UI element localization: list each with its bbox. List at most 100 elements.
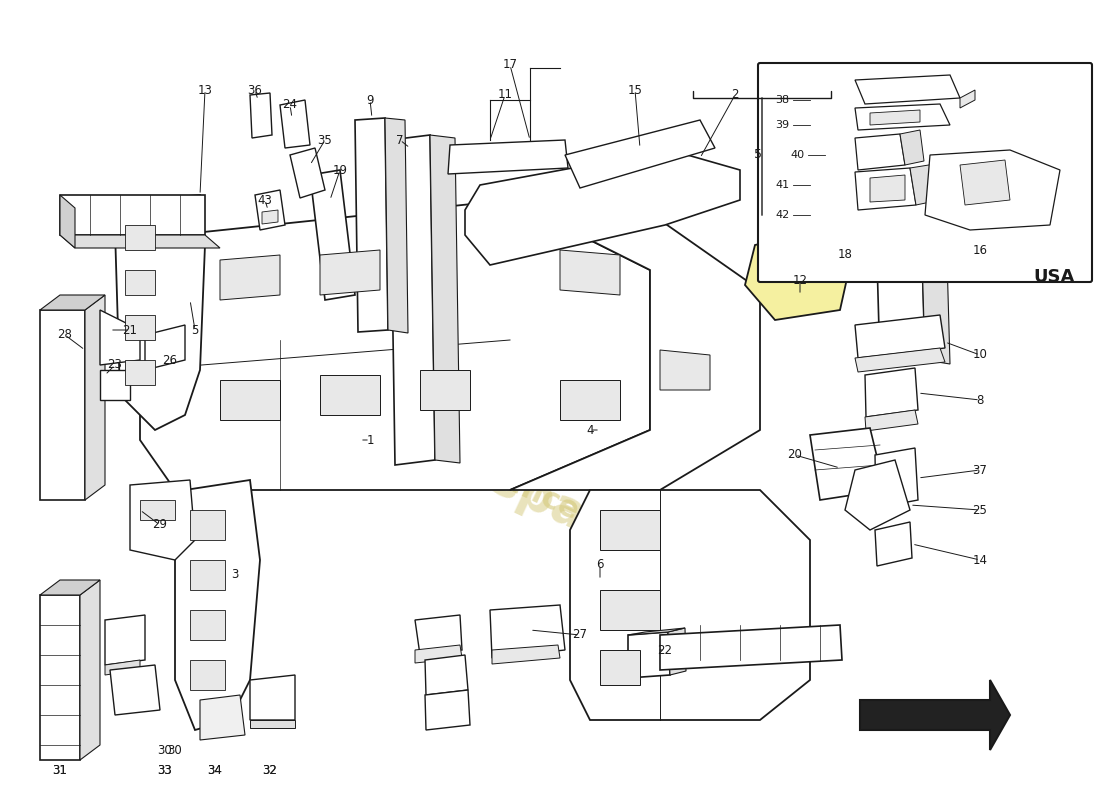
- Polygon shape: [125, 270, 155, 295]
- Polygon shape: [855, 348, 945, 372]
- Text: 19: 19: [332, 163, 348, 177]
- Polygon shape: [855, 104, 950, 130]
- Text: 9: 9: [366, 94, 374, 106]
- Polygon shape: [600, 650, 640, 685]
- Polygon shape: [874, 522, 912, 566]
- Text: eurospares: eurospares: [366, 402, 673, 578]
- Polygon shape: [865, 368, 918, 417]
- Polygon shape: [110, 665, 160, 715]
- Polygon shape: [310, 170, 355, 300]
- Text: 42: 42: [776, 210, 790, 220]
- Polygon shape: [250, 675, 295, 720]
- Polygon shape: [430, 135, 460, 463]
- Text: 2: 2: [732, 89, 739, 102]
- Polygon shape: [560, 380, 620, 420]
- Text: 5: 5: [191, 323, 199, 337]
- Text: 3: 3: [231, 569, 239, 582]
- Polygon shape: [510, 200, 760, 490]
- Text: 37: 37: [972, 463, 988, 477]
- Text: 8: 8: [977, 394, 983, 406]
- Polygon shape: [855, 134, 905, 170]
- Polygon shape: [660, 625, 842, 670]
- Text: 18: 18: [837, 249, 852, 262]
- Text: 5: 5: [754, 149, 762, 162]
- Polygon shape: [560, 250, 620, 295]
- Polygon shape: [320, 250, 379, 295]
- Polygon shape: [600, 510, 660, 550]
- Text: USA: USA: [1034, 268, 1075, 286]
- Polygon shape: [104, 615, 145, 665]
- Text: 31: 31: [53, 763, 67, 777]
- FancyBboxPatch shape: [758, 63, 1092, 282]
- Text: 40: 40: [790, 150, 804, 160]
- Text: 38: 38: [776, 95, 789, 105]
- Polygon shape: [600, 590, 660, 630]
- Polygon shape: [220, 380, 280, 420]
- Text: 15: 15: [628, 83, 642, 97]
- Polygon shape: [874, 185, 925, 365]
- Polygon shape: [385, 118, 408, 333]
- Polygon shape: [280, 100, 310, 148]
- Text: 17: 17: [503, 58, 517, 71]
- Polygon shape: [465, 150, 740, 265]
- Polygon shape: [220, 255, 280, 300]
- Text: 33: 33: [157, 763, 173, 777]
- Polygon shape: [125, 225, 155, 250]
- Polygon shape: [845, 460, 910, 530]
- Polygon shape: [250, 720, 295, 728]
- Text: 34: 34: [208, 763, 222, 777]
- Polygon shape: [855, 168, 916, 210]
- Polygon shape: [140, 200, 650, 490]
- Polygon shape: [425, 655, 468, 695]
- Polygon shape: [628, 628, 685, 635]
- Polygon shape: [104, 660, 140, 675]
- Text: 11: 11: [497, 89, 513, 102]
- Text: 1: 1: [366, 434, 374, 446]
- Text: 35: 35: [318, 134, 332, 146]
- Text: 25: 25: [972, 503, 988, 517]
- Polygon shape: [190, 560, 226, 590]
- Text: 29: 29: [153, 518, 167, 531]
- Polygon shape: [320, 375, 379, 415]
- Polygon shape: [60, 235, 220, 248]
- Text: 7: 7: [396, 134, 404, 146]
- Polygon shape: [40, 595, 80, 760]
- Polygon shape: [415, 645, 462, 663]
- Polygon shape: [60, 195, 205, 235]
- Polygon shape: [290, 148, 324, 198]
- Polygon shape: [190, 660, 226, 690]
- Polygon shape: [492, 645, 560, 664]
- Polygon shape: [145, 325, 185, 370]
- Polygon shape: [855, 315, 945, 358]
- Text: 41: 41: [776, 180, 789, 190]
- Text: passion for parts since: passion for parts since: [217, 334, 584, 526]
- Text: 14: 14: [972, 554, 988, 566]
- Text: 39: 39: [776, 120, 789, 130]
- Polygon shape: [190, 610, 226, 640]
- Polygon shape: [570, 490, 810, 720]
- Polygon shape: [355, 118, 388, 332]
- Text: 33: 33: [157, 763, 173, 777]
- Text: 26: 26: [163, 354, 177, 366]
- Polygon shape: [960, 160, 1010, 205]
- Polygon shape: [125, 360, 155, 385]
- Text: 4: 4: [586, 423, 594, 437]
- Polygon shape: [660, 350, 710, 390]
- Polygon shape: [40, 580, 100, 595]
- Polygon shape: [415, 615, 462, 655]
- Polygon shape: [870, 175, 905, 202]
- Polygon shape: [490, 605, 565, 658]
- Polygon shape: [116, 195, 205, 430]
- Text: 13: 13: [198, 83, 212, 97]
- Text: 16: 16: [972, 243, 988, 257]
- Polygon shape: [860, 680, 1010, 750]
- Text: 22: 22: [658, 643, 672, 657]
- Polygon shape: [925, 150, 1060, 230]
- Polygon shape: [125, 315, 155, 340]
- Text: 20: 20: [788, 449, 802, 462]
- Polygon shape: [425, 690, 470, 730]
- Polygon shape: [910, 164, 940, 205]
- Text: 23: 23: [108, 358, 122, 371]
- Text: 30: 30: [157, 743, 173, 757]
- Polygon shape: [870, 110, 920, 125]
